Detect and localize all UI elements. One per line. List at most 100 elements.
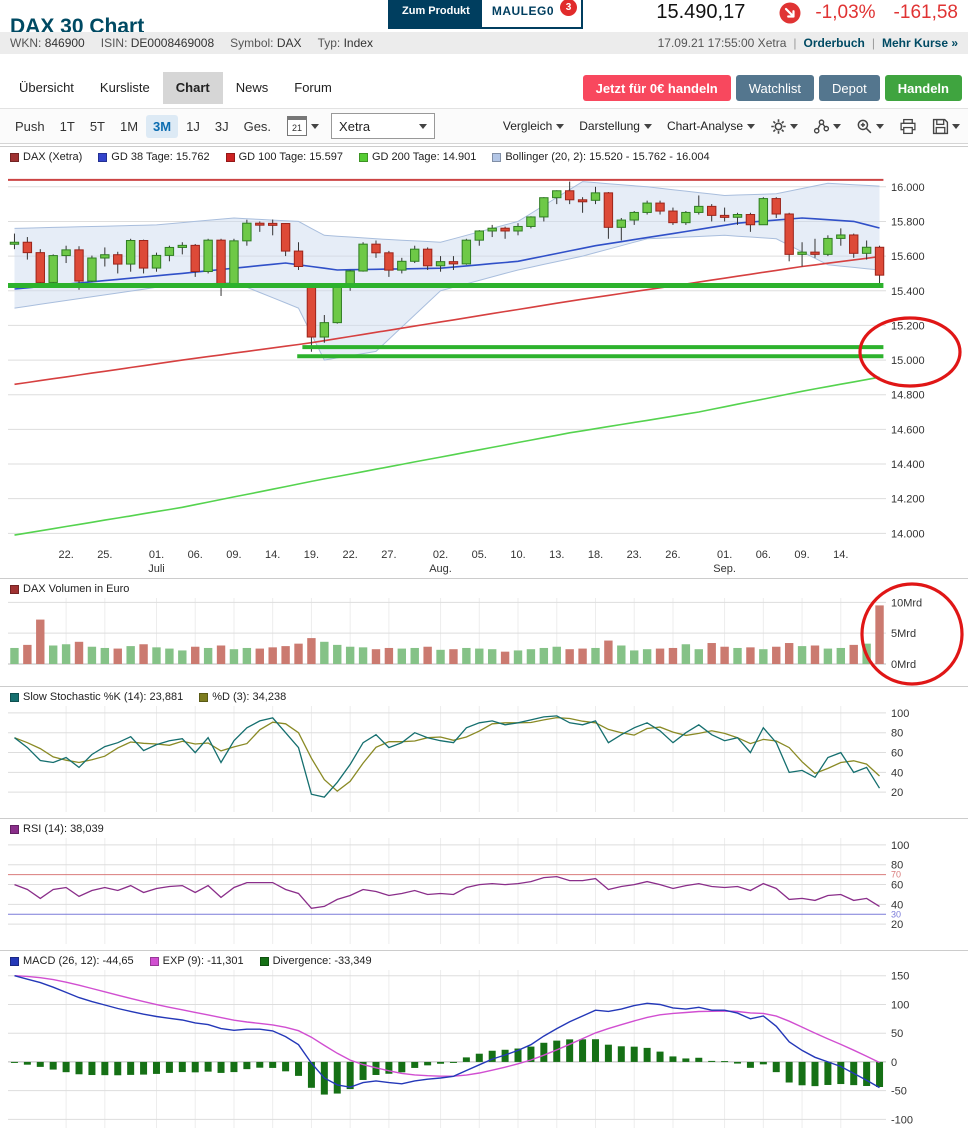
exchange-select[interactable]: Xetra — [331, 113, 436, 139]
period-push[interactable]: Push — [15, 118, 45, 134]
symbol-label: Symbol: — [230, 36, 274, 50]
quote-timestamp: 17.09.21 17:55:00 Xetra — [657, 36, 787, 50]
toolbar-right: Vergleich Darstellung Chart-Analyse — [503, 118, 960, 135]
legend-item: GD 200 Tage: 14.901 — [358, 151, 476, 163]
tab-news[interactable]: News — [235, 80, 269, 95]
svg-text:22.: 22. — [343, 549, 358, 561]
print-control[interactable] — [899, 118, 917, 135]
vergleich-menu[interactable]: Vergleich — [503, 119, 565, 133]
svg-text:14.000: 14.000 — [891, 528, 925, 540]
chevron-down-icon — [643, 123, 652, 129]
svg-text:01.: 01. — [717, 549, 732, 561]
volume-panel: DAX Volumen in Euro 10Mrd 5Mrd 0Mrd — [0, 578, 968, 691]
gear-icon — [771, 118, 786, 134]
tab-kursliste[interactable]: Kursliste — [99, 80, 150, 95]
svg-text:14.400: 14.400 — [891, 459, 925, 471]
chevron-down-icon — [833, 123, 841, 129]
svg-text:100: 100 — [891, 840, 909, 852]
quote-meta: 17.09.21 17:55:00 Xetra | Orderbuch | Me… — [658, 36, 958, 50]
legend-item: Divergence: -33,349 — [259, 955, 372, 967]
svg-text:09.: 09. — [794, 549, 809, 561]
svg-text:20: 20 — [891, 787, 903, 799]
svg-text:5Mrd: 5Mrd — [891, 628, 916, 640]
zum-produkt-button[interactable]: Zum Produkt — [390, 0, 482, 27]
tab-forum[interactable]: Forum — [294, 80, 332, 95]
chevron-down-icon — [952, 123, 960, 129]
settings-control[interactable] — [770, 118, 798, 135]
svg-text:-50: -50 — [891, 1086, 907, 1098]
svg-text:70: 70 — [891, 870, 901, 880]
svg-text:80: 80 — [891, 728, 903, 740]
stochastic-panel: Slow Stochastic %K (14): 23,881 %D (3): 3… — [0, 686, 968, 823]
chart-analyse-menu[interactable]: Chart-Analyse — [667, 119, 755, 133]
chevron-down-icon — [747, 123, 755, 129]
save-icon — [932, 118, 949, 134]
handeln-button[interactable]: Handeln — [884, 75, 962, 101]
typ-value: Index — [343, 36, 373, 50]
mehr-kurse-link[interactable]: Mehr Kurse » — [881, 36, 958, 50]
legend-item: DAX Volumen in Euro — [10, 583, 129, 595]
svg-text:60: 60 — [891, 880, 903, 892]
svg-text:16.000: 16.000 — [891, 182, 925, 194]
svg-text:30: 30 — [891, 909, 901, 919]
macd-panel: MACD (26, 12): -44,65 EXP (9): -11,301 Div… — [0, 950, 968, 1132]
macd-chart[interactable]: 150 100 50 0 -50 -100 — [0, 968, 968, 1132]
svg-text:-100: -100 — [891, 1114, 913, 1126]
svg-text:14.: 14. — [833, 549, 848, 561]
main-nav: Übersicht Kursliste Chart News Forum Jet… — [0, 72, 968, 104]
legend-item: GD 100 Tage: 15.597 — [225, 151, 343, 163]
svg-text:14.800: 14.800 — [891, 390, 925, 402]
svg-text:80: 80 — [891, 860, 903, 872]
legend-item: GD 38 Tage: 15.762 — [98, 151, 210, 163]
svg-text:13.: 13. — [549, 549, 564, 561]
watchlist-button[interactable]: Watchlist — [735, 75, 814, 101]
svg-text:15.200: 15.200 — [891, 320, 925, 332]
legend-item: Slow Stochastic %K (14): 23,881 — [10, 691, 183, 703]
zoom-control[interactable] — [856, 118, 884, 135]
price-chart-panel: DAX (Xetra) GD 38 Tage: 15.762 GD 100 Tage… — [0, 146, 968, 581]
chevron-down-icon — [419, 123, 428, 129]
svg-text:Sep.: Sep. — [713, 563, 736, 575]
darstellung-menu[interactable]: Darstellung — [579, 119, 652, 133]
product-widget[interactable]: Zum Produkt MAULEG0 3 — [388, 0, 584, 29]
svg-text:23.: 23. — [627, 549, 642, 561]
svg-text:09.: 09. — [226, 549, 241, 561]
isin-value: DE0008469008 — [130, 36, 215, 50]
orderbuch-link[interactable]: Orderbuch — [803, 36, 865, 50]
period-1t[interactable]: 1T — [59, 118, 75, 134]
volume-chart[interactable]: 10Mrd 5Mrd 0Mrd — [0, 596, 968, 686]
indicators-control[interactable] — [813, 118, 841, 135]
period-1m[interactable]: 1M — [119, 118, 139, 134]
svg-text:40: 40 — [891, 767, 903, 779]
chart-analyse-label: Chart-Analyse — [666, 119, 743, 133]
divider: | — [871, 36, 875, 50]
legend-item: DAX (Xetra) — [10, 151, 82, 163]
svg-text:01.: 01. — [149, 549, 164, 561]
save-control[interactable] — [932, 118, 960, 135]
price-chart[interactable]: 16.000 15.800 15.600 15.400 15.200 15.000 14.8… — [0, 164, 968, 576]
period-3m[interactable]: 3M — [146, 114, 179, 138]
period-3j[interactable]: 3J — [214, 118, 229, 134]
print-icon — [900, 118, 916, 134]
chart-toolbar: Push 1T 5T 1M 3M 1J 3J Ges. 21 Xetra Ver… — [0, 108, 968, 144]
period-ges[interactable]: Ges. — [243, 118, 272, 134]
period-1j[interactable]: 1J — [186, 118, 200, 134]
tab-chart[interactable]: Chart — [162, 72, 223, 104]
wkn-label: WKN: — [10, 36, 42, 50]
svg-text:Aug.: Aug. — [429, 563, 452, 575]
date-range-picker[interactable]: 21 — [287, 116, 320, 136]
tab-uebersicht[interactable]: Übersicht — [19, 80, 74, 95]
trade-free-button[interactable]: Jetzt für 0€ handeln — [582, 75, 731, 101]
stochastic-chart[interactable]: 100 80 60 40 20 — [0, 704, 968, 818]
legend-item: EXP (9): -11,301 — [149, 955, 244, 967]
notification-badge: 3 — [560, 0, 578, 16]
product-widget-label[interactable]: MAULEG0 — [491, 4, 555, 18]
rsi-chart[interactable]: 100 80 60 40 20 70 30 — [0, 836, 968, 950]
svg-text:15.600: 15.600 — [891, 251, 925, 263]
change-percent: -1,03% — [815, 1, 876, 23]
period-5t[interactable]: 5T — [89, 118, 105, 134]
svg-text:100: 100 — [891, 708, 909, 720]
chevron-down-icon — [311, 123, 320, 129]
depot-button[interactable]: Depot — [819, 75, 880, 101]
